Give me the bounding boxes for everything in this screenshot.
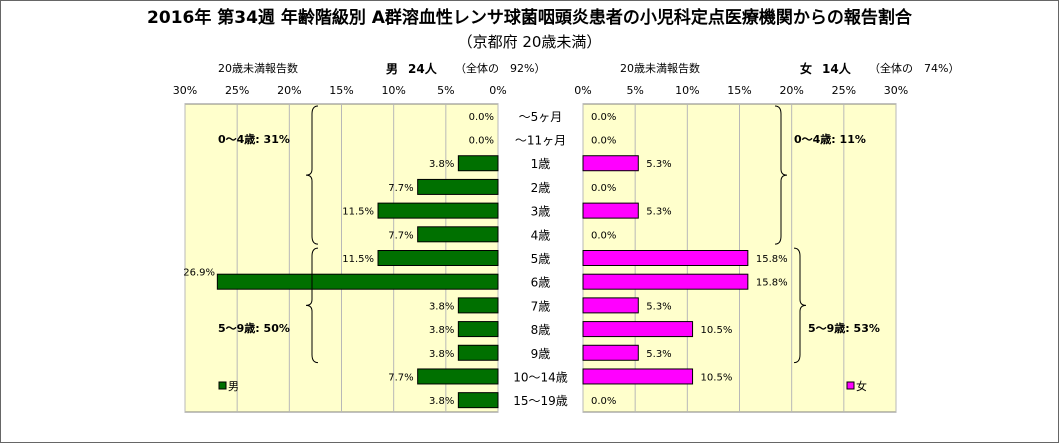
female-bar bbox=[582, 202, 639, 219]
female-value-label: 0.0% bbox=[591, 112, 616, 123]
male-bar bbox=[417, 226, 499, 243]
male-bracket-label-0-4: 0～4歳: 31% bbox=[218, 132, 290, 146]
male-header-share: （全体の 92%） bbox=[455, 62, 546, 75]
male-tick-label: 25% bbox=[225, 84, 249, 97]
age-category-label: ～5ヶ月 bbox=[519, 110, 563, 124]
female-value-label: 0.0% bbox=[591, 136, 616, 147]
female-value-label: 0.0% bbox=[591, 183, 616, 194]
male-legend-swatch bbox=[218, 381, 227, 390]
male-header-sex: 男 bbox=[386, 62, 399, 76]
male-tick-label: 30% bbox=[173, 84, 197, 97]
age-category-label: ～11ヶ月 bbox=[515, 134, 566, 148]
female-bar bbox=[582, 155, 639, 172]
female-bar bbox=[582, 297, 639, 314]
age-category-label: 2歳 bbox=[531, 181, 551, 195]
female-value-label: 0.0% bbox=[591, 230, 616, 241]
female-value-label: 5.3% bbox=[646, 159, 671, 170]
female-bar bbox=[582, 368, 694, 385]
age-category-label: 8歳 bbox=[531, 323, 551, 337]
male-tick-label: 20% bbox=[277, 84, 301, 97]
male-header-count: 24人 bbox=[408, 62, 437, 76]
female-tick-label: 0% bbox=[574, 84, 591, 97]
female-value-label: 5.3% bbox=[646, 207, 671, 218]
male-value-label: 3.8% bbox=[429, 349, 454, 360]
female-bar bbox=[582, 250, 749, 266]
male-tick-label: 10% bbox=[381, 84, 405, 97]
female-value-label: 10.5% bbox=[701, 325, 733, 336]
male-bar bbox=[377, 202, 499, 219]
chart-title: 2016年 第34週 年齢階級別 A群溶血性レンサ球菌咽頭炎患者の小児科定点医療… bbox=[147, 8, 912, 28]
female-value-label: 10.5% bbox=[701, 372, 733, 383]
male-bar bbox=[457, 321, 499, 338]
male-bar bbox=[457, 155, 499, 172]
female-value-label: 0.0% bbox=[591, 396, 616, 407]
male-bar bbox=[417, 368, 499, 385]
male-value-label: 3.8% bbox=[429, 396, 454, 407]
male-bar bbox=[377, 250, 499, 266]
female-legend-label: 女 bbox=[856, 379, 867, 393]
female-bar bbox=[582, 321, 694, 338]
male-value-label: 7.7% bbox=[388, 183, 413, 194]
female-value-label: 5.3% bbox=[646, 301, 671, 312]
age-category-label: 9歳 bbox=[531, 347, 551, 361]
male-bar bbox=[216, 273, 499, 290]
male-value-label: 11.5% bbox=[342, 254, 374, 265]
male-tick-label: 5% bbox=[437, 84, 454, 97]
female-tick-label: 15% bbox=[727, 84, 751, 97]
male-bar bbox=[457, 297, 499, 314]
female-tick-label: 30% bbox=[884, 84, 908, 97]
female-tick-label: 20% bbox=[779, 84, 803, 97]
female-bar bbox=[582, 273, 749, 290]
male-tick-label: 0% bbox=[489, 84, 506, 97]
female-header-share: （全体の 74%） bbox=[869, 62, 960, 75]
male-value-label: 0.0% bbox=[469, 136, 494, 147]
age-category-label: 6歳 bbox=[531, 276, 551, 290]
male-value-label: 11.5% bbox=[342, 207, 374, 218]
age-category-label: 10～14歳 bbox=[513, 370, 568, 384]
male-bracket-5-9 bbox=[305, 247, 319, 364]
female-value-label: 15.8% bbox=[756, 278, 788, 289]
female-value-label: 15.8% bbox=[756, 254, 788, 265]
age-category-label: 5歳 bbox=[531, 252, 551, 266]
male-value-label: 0.0% bbox=[469, 112, 494, 123]
female-header-label: 20歳未満報告数 bbox=[620, 62, 700, 75]
male-tick-label: 15% bbox=[329, 84, 353, 97]
male-value-label: 3.8% bbox=[429, 159, 454, 170]
male-bracket-0-4 bbox=[305, 105, 319, 245]
age-category-label: 3歳 bbox=[531, 205, 551, 219]
female-bracket-label-5-9: 5～9歳: 53% bbox=[808, 321, 880, 335]
female-tick-label: 5% bbox=[626, 84, 643, 97]
female-bar bbox=[582, 344, 639, 361]
age-category-label: 1歳 bbox=[531, 157, 551, 171]
male-value-label: 7.7% bbox=[388, 230, 413, 241]
age-category-label: 15～19歳 bbox=[513, 394, 568, 408]
age-category-label: 4歳 bbox=[531, 228, 551, 242]
female-tick-label: 25% bbox=[832, 84, 856, 97]
male-value-label: 3.8% bbox=[429, 325, 454, 336]
female-legend-swatch bbox=[846, 381, 855, 390]
male-bar bbox=[457, 392, 499, 409]
male-legend-label: 男 bbox=[228, 380, 239, 393]
male-bar bbox=[417, 178, 499, 195]
age-category-label: 7歳 bbox=[531, 299, 551, 313]
male-header-label: 20歳未満報告数 bbox=[218, 62, 298, 75]
female-bracket-0-4 bbox=[774, 105, 788, 245]
female-tick-label: 10% bbox=[675, 84, 699, 97]
male-value-label: 3.8% bbox=[429, 301, 454, 312]
female-bracket-label-0-4: 0～4歳: 11% bbox=[794, 132, 866, 146]
male-bar bbox=[457, 344, 499, 361]
female-header-sex: 女 bbox=[800, 62, 813, 76]
female-value-label: 5.3% bbox=[646, 349, 671, 360]
male-value-label: 26.9% bbox=[183, 268, 215, 279]
female-header-count: 14人 bbox=[822, 62, 851, 76]
chart-subtitle: （京都府 20歳未満） bbox=[457, 33, 602, 51]
male-value-label: 7.7% bbox=[388, 372, 413, 383]
female-bracket-5-9 bbox=[793, 247, 807, 364]
male-bracket-label-5-9: 5～9歳: 50% bbox=[218, 321, 290, 335]
